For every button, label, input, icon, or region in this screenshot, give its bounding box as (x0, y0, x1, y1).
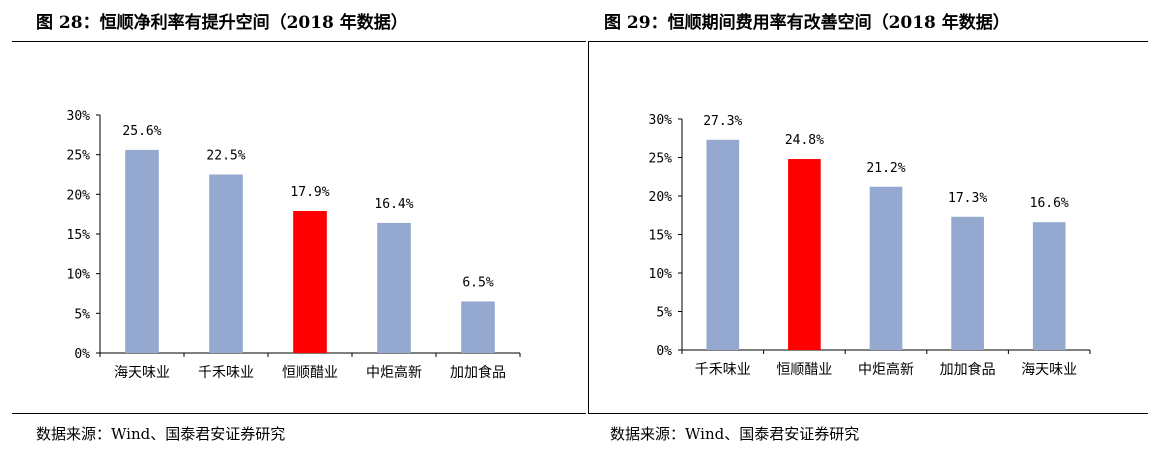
bar (377, 222, 411, 353)
y-tick-label: 30% (67, 109, 91, 124)
figure-29-chart: 0% 5% 10% 15% 20% 25% 30% 27.3% 千禾味业 24.8% 恒顺醋业 21.… (649, 113, 1091, 378)
category-label: 加加食品 (450, 364, 506, 381)
bar (788, 159, 821, 350)
figure-28-top-rule (12, 41, 586, 42)
figure-28-panel: 图 28：恒顺净利率有提升空间（2018 年数据） 0% 5% 10% 15% 20% 2… (12, 13, 586, 443)
data-label: 17.3% (948, 191, 987, 206)
y-tick-label: 5% (656, 306, 672, 321)
data-label: 24.8% (785, 133, 824, 148)
category-label: 海天味业 (114, 365, 170, 381)
figure-29-panel: 图 29：恒顺期间费用率有改善空间（2018 年数据） 0% 5% 10% 15% 20… (588, 0, 1163, 454)
category-label: 千禾味业 (695, 362, 751, 378)
bar (706, 139, 740, 350)
bar (951, 216, 984, 350)
category-label: 恒顺醋业 (776, 362, 832, 378)
data-label: 16.4% (374, 197, 413, 212)
data-label: 21.2% (866, 161, 905, 176)
figure-29-source: 数据来源：Wind、国泰君安证券研究 (610, 425, 860, 443)
bar (293, 210, 327, 353)
y-tick-label: 5% (74, 307, 90, 322)
y-tick-label: 10% (67, 268, 91, 283)
category-label: 海天味业 (1021, 362, 1077, 378)
figure-29-top-rule (588, 41, 1148, 42)
figure-28-title: 图 28：恒顺净利率有提升空间（2018 年数据） (36, 13, 408, 33)
y-tick-label: 0% (74, 347, 90, 362)
y-tick-label: 20% (649, 190, 673, 205)
data-label: 17.9% (290, 185, 329, 200)
y-tick-label: 25% (67, 149, 91, 164)
data-label: 27.3% (703, 114, 742, 129)
y-tick-label: 10% (649, 267, 673, 282)
y-tick-label: 0% (656, 344, 672, 359)
figure-29-title: 图 29：恒顺期间费用率有改善空间（2018 年数据） (604, 13, 1010, 33)
y-tick-label: 15% (649, 229, 673, 244)
figure-28-chart: 0% 5% 10% 15% 20% 25% 30% 25.6% 海天味业 22.5% 千禾味业 17.… (67, 109, 521, 381)
category-label: 中炬高新 (366, 364, 422, 381)
category-label: 中炬高新 (858, 361, 914, 378)
bar (209, 174, 243, 353)
category-label: 加加食品 (940, 361, 996, 378)
bar (1032, 222, 1066, 350)
data-label: 22.5% (206, 149, 245, 164)
y-tick-label: 25% (649, 152, 673, 167)
figure-29-bottom-rule (588, 413, 1148, 414)
y-tick-label: 20% (67, 188, 91, 203)
data-label: 16.6% (1030, 196, 1069, 211)
category-label: 恒顺醋业 (282, 365, 338, 381)
bar (461, 301, 495, 353)
data-label: 6.5% (462, 275, 493, 290)
y-tick-label: 15% (67, 228, 91, 243)
figure-28-source: 数据来源：Wind、国泰君安证券研究 (36, 425, 286, 443)
panel-divider (588, 41, 589, 413)
category-label: 千禾味业 (198, 365, 254, 381)
figure-28-bottom-rule (12, 413, 586, 414)
bar (125, 149, 159, 353)
bar (869, 186, 903, 350)
data-label: 25.6% (122, 124, 161, 139)
y-tick-label: 30% (649, 113, 673, 128)
